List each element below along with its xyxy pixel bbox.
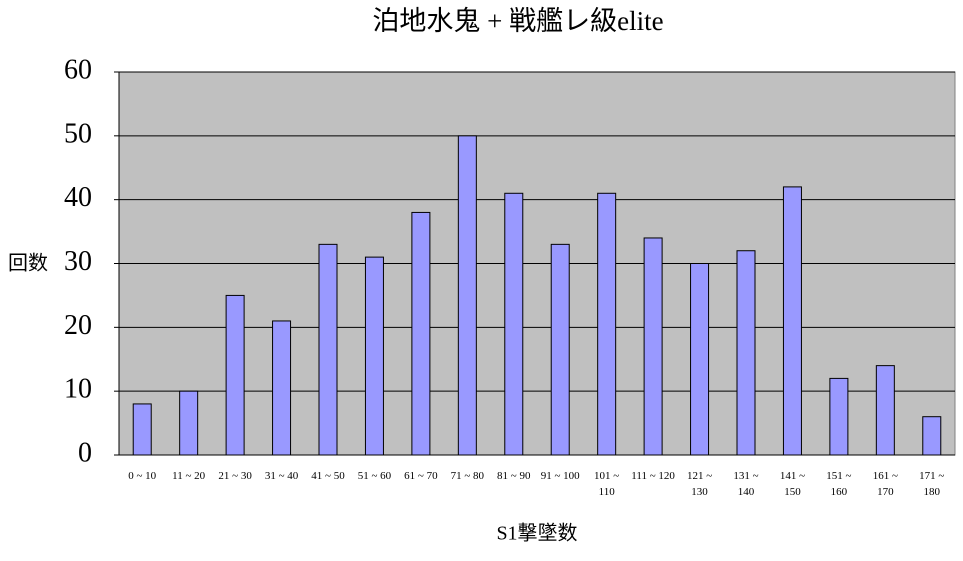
bar (457, 135, 477, 456)
x-tick-label: 11 ~ 20 (172, 470, 206, 482)
bar (829, 377, 849, 456)
y-tick-label: 50 (64, 118, 92, 149)
bar (179, 390, 199, 456)
bar (411, 211, 431, 456)
bar (318, 243, 338, 456)
x-tick-label: 91 ~ 100 (540, 470, 580, 482)
bar (225, 294, 245, 456)
x-tick-label: 101 ~ 110 (594, 470, 620, 498)
bar (364, 256, 384, 456)
x-tick-label: 81 ~ 90 (497, 470, 531, 482)
bar (550, 243, 570, 456)
x-tick-label: 51 ~ 60 (357, 470, 392, 482)
y-tick-label: 60 (64, 54, 92, 85)
bar (782, 186, 802, 456)
x-tick-label: 21 ~ 30 (218, 470, 252, 482)
x-tick-label: 121 ~ 130 (686, 470, 713, 498)
x-tick-label: 111 ~ 120 (631, 470, 675, 482)
x-tick-label: 131 ~ 140 (733, 470, 759, 498)
x-tick-label: 71 ~ 80 (450, 470, 485, 482)
x-tick-label: 0 ~ 10 (128, 470, 157, 482)
bar (132, 403, 152, 456)
x-tick-label: 31 ~ 40 (264, 470, 299, 482)
bar (272, 320, 292, 456)
bar (643, 237, 663, 456)
y-tick-label: 40 (64, 182, 92, 213)
y-axis-label: 回数 (8, 252, 48, 275)
x-tick-label: 141 ~ 150 (779, 470, 806, 498)
x-tick-label: 161 ~ 170 (872, 470, 898, 498)
x-tick-label: 171 ~ 180 (919, 470, 945, 498)
bar (690, 263, 710, 456)
y-tick-label: 30 (64, 246, 92, 277)
chart-title: 泊地水鬼 + 戦艦レ級elite (372, 6, 663, 36)
x-axis-label: S1撃墜数 (496, 522, 577, 545)
x-tick-label: 61 ~ 70 (404, 470, 438, 482)
x-tick-label: 151 ~ 160 (826, 470, 852, 498)
bar (922, 416, 942, 456)
bar (597, 192, 617, 456)
y-tick-label: 20 (64, 310, 92, 341)
y-tick-label: 10 (64, 374, 92, 405)
bar (736, 250, 756, 456)
x-tick-label: 41 ~ 50 (311, 470, 345, 482)
y-tick-label: 0 (78, 437, 92, 468)
bar (875, 365, 895, 456)
bar (504, 192, 524, 456)
